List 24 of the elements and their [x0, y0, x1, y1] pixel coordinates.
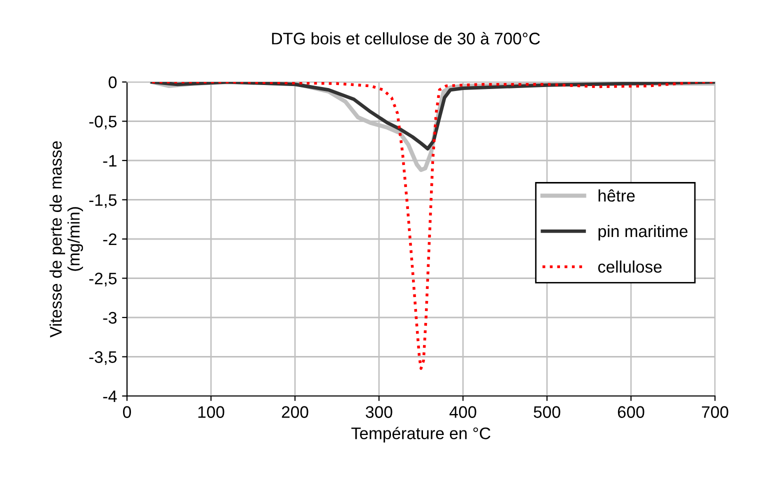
legend-label: hêtre	[598, 189, 635, 202]
x-tick-label: 100	[198, 406, 224, 418]
y-tick-label: -1	[103, 155, 116, 167]
y-tick-label: -3,5	[89, 351, 117, 365]
y-tick-label: 0	[108, 76, 117, 88]
y-tick-label: -2	[103, 233, 116, 246]
y-tick-label: -0,5	[89, 116, 117, 130]
x-tick-label: 500	[534, 406, 560, 418]
chart-title: DTG bois et cellulose de 30 à 700°C	[272, 32, 540, 44]
x-tick-label: 400	[449, 406, 476, 418]
x-tick-label: 0	[123, 406, 131, 418]
y-tick-label: -2,5	[89, 272, 117, 286]
legend-label: pin maritime	[598, 224, 688, 240]
x-tick-label: 700	[702, 406, 728, 418]
y-tick-label: -1,5	[89, 194, 117, 208]
x-tick-label: 600	[618, 406, 644, 418]
legend-label: cellulose	[598, 260, 662, 273]
x-tick-label: 300	[366, 406, 392, 418]
y-tick-label: -3	[103, 312, 117, 324]
y-axis-title: Vitesse de perte de masse (mg/min)	[50, 141, 84, 338]
x-tick-label: 200	[282, 406, 308, 418]
x-axis-title: Température en °C	[351, 426, 490, 443]
line-series	[150, 82, 715, 370]
y-tick-label: -4	[103, 390, 117, 402]
